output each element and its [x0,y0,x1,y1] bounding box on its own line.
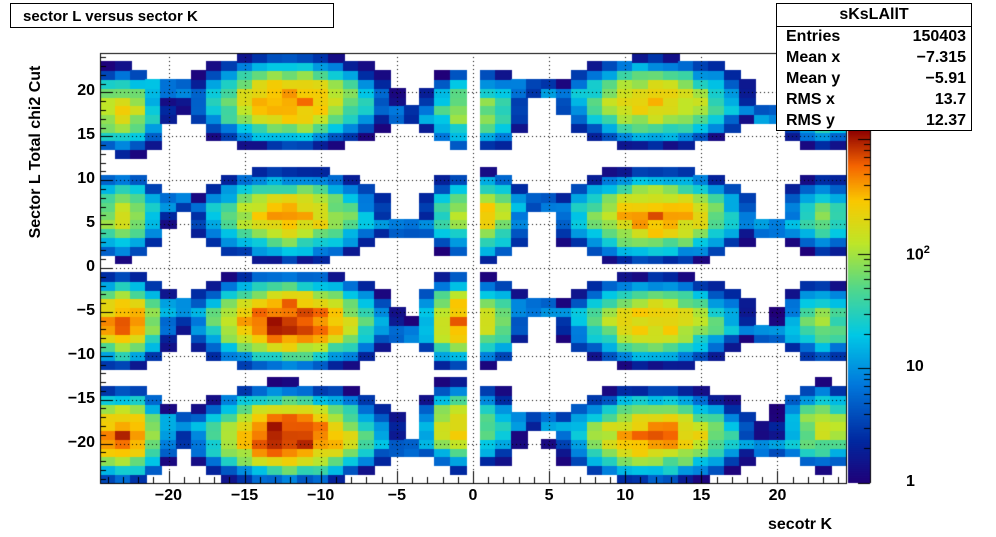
stats-key: RMS x [786,91,835,108]
stats-value: 150403 [912,28,966,45]
y-tick-label: −15 [67,389,95,407]
chart-title: sector L versus sector K [23,8,198,25]
stats-value: 12.37 [925,112,966,129]
y-tick-label: 15 [77,126,95,144]
stats-value: −5.91 [925,70,966,87]
x-tick-label: −20 [154,487,183,504]
stats-name: sKsLAllT [777,4,971,27]
stats-value: 13.7 [934,91,966,108]
x-tick-label: 0 [468,487,478,504]
x-tick-label: 10 [616,487,635,504]
x-tick-label: 20 [768,487,787,504]
y-tick-label: −5 [76,301,95,319]
y-tick-label: 5 [86,214,95,232]
stats-row-mean-x: Mean x −7.315 [786,49,966,70]
y-tick-label: 0 [86,258,95,275]
stats-key: Mean y [786,70,841,87]
x-tick-label: −5 [387,487,406,504]
y-axis-title: Sector L Total chi2 Cut [27,65,44,239]
stats-row-rms-x: RMS x 13.7 [786,91,966,112]
x-tick-label: 15 [692,487,711,504]
stats-box: sKsLAllT Entries 150403 Mean x −7.315 Me… [776,3,972,131]
stats-row-rms-y: RMS y 12.37 [786,112,966,133]
stats-value: −7.315 [916,49,966,66]
x-tick-label: −10 [307,487,335,504]
chart-title-box: sector L versus sector K [10,3,334,28]
y-tick-label: 10 [77,170,95,188]
x-axis-title: secotr K [768,516,833,533]
z-tick-label: 1 [906,473,915,490]
z-tick-label: 10 [906,358,924,376]
z-tick-label: 102 [906,243,930,264]
y-tick-label: −10 [67,345,95,363]
y-tick-label: 20 [77,82,95,100]
y-tick-label: −20 [67,433,95,451]
stats-key: Entries [786,28,841,45]
stats-key: RMS y [786,112,835,129]
x-tick-label: 5 [544,487,554,504]
z-tick-exponent: 2 [923,243,930,256]
x-tick-label: −15 [231,487,259,504]
stats-row-entries: Entries 150403 [786,28,966,49]
stats-key: Mean x [786,49,841,66]
stats-row-mean-y: Mean y −5.91 [786,70,966,91]
